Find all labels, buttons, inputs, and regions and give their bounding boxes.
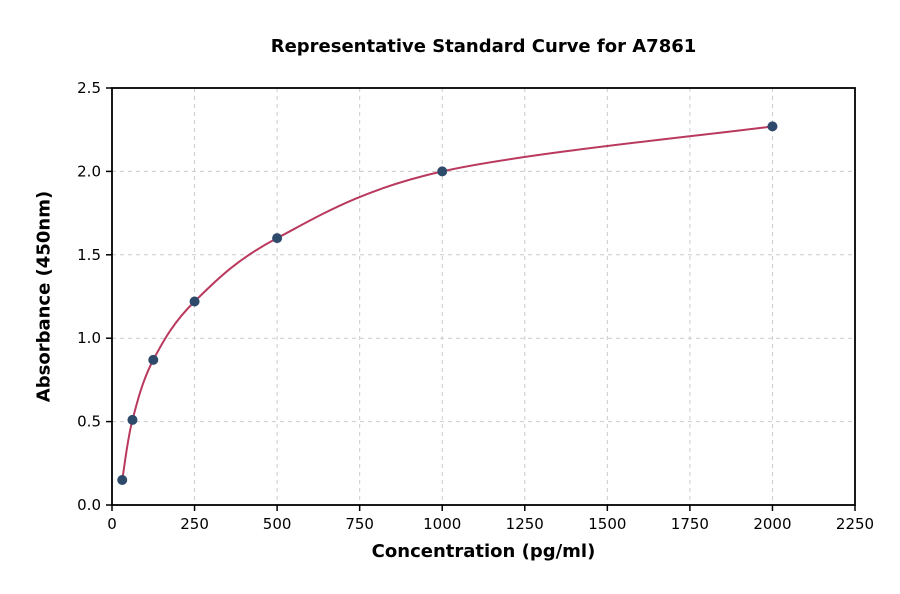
x-axis-label: Concentration (pg/ml)	[371, 541, 596, 562]
data-point	[272, 233, 283, 244]
x-tick-label: 750	[345, 515, 374, 533]
x-tick-label: 1250	[506, 515, 544, 533]
x-tick-label: 2000	[753, 515, 791, 533]
x-tick-label: 500	[263, 515, 292, 533]
x-tick-label: 2250	[836, 515, 874, 533]
x-tick-label: 250	[180, 515, 209, 533]
y-tick-label: 2.0	[77, 162, 101, 180]
x-tick-label: 1500	[588, 515, 626, 533]
y-tick-label: 1.5	[77, 246, 101, 264]
data-point	[117, 474, 128, 485]
fitted-curve	[121, 125, 773, 481]
data-point	[189, 296, 200, 307]
x-tick-label: 1000	[423, 515, 461, 533]
x-tick-label: 1750	[671, 515, 709, 533]
x-tick-label: 0	[107, 515, 117, 533]
y-tick-label: 0.0	[77, 496, 101, 514]
y-tick-label: 0.5	[77, 413, 101, 431]
y-tick-label: 1.0	[77, 329, 101, 347]
chart-title: Representative Standard Curve for A7861	[270, 36, 697, 57]
data-point	[127, 414, 138, 425]
data-point	[437, 166, 448, 177]
data-point	[767, 121, 778, 132]
y-tick-label: 2.5	[77, 79, 101, 97]
data-point	[148, 354, 159, 365]
plot-border	[111, 87, 856, 506]
